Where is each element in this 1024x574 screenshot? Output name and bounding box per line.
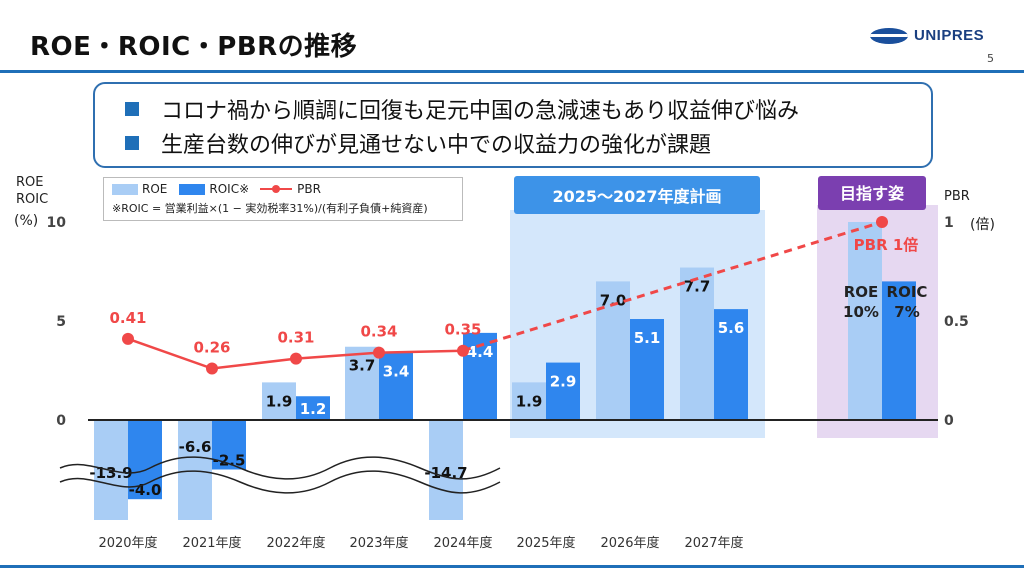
legend-roic-footnote: ※ROIC = 営業利益×(1 − 実効税率31%)/(有利子負債+純資産) xyxy=(112,202,428,215)
left-axis-unit: (%) xyxy=(14,213,38,229)
roic-bar xyxy=(128,420,162,500)
roic-bar-label: 7% xyxy=(894,303,919,321)
company-logo: UNIPRES xyxy=(870,27,984,44)
roe-bar-label: 3.7 xyxy=(349,357,376,375)
roe-bar-label: 7.0 xyxy=(600,291,627,309)
roic-bar-label: 2.9 xyxy=(550,373,577,391)
x-axis-category-label: 2021年度 xyxy=(182,535,241,551)
pbr-point xyxy=(206,362,218,375)
legend-roic-label: ROIC※ xyxy=(209,182,250,196)
bottom-rule xyxy=(0,565,1024,568)
x-axis-category-label: 2023年度 xyxy=(349,535,408,551)
right-axis-tick: 1 xyxy=(944,215,954,231)
plan-region-label: 2025〜2027年度計画 xyxy=(552,187,721,206)
roic-bar xyxy=(714,309,748,420)
roe-bar xyxy=(262,382,296,420)
summary-callout: コロナ禍から順調に回復も足元中国の急減速もあり収益伸び悩み 生産台数の伸びが見通… xyxy=(93,82,933,168)
bullet-square-icon xyxy=(125,136,139,150)
roic-bar xyxy=(212,420,246,470)
pbr-point xyxy=(290,352,302,365)
target-region-label: 目指す姿 xyxy=(840,184,904,203)
roic-bar-label: 5.1 xyxy=(634,329,661,347)
roe-bar-label: 1.9 xyxy=(516,392,543,410)
legend-pbr-label: PBR xyxy=(297,182,321,196)
right-axis-unit: (倍) xyxy=(970,217,995,233)
legend-roe-swatch xyxy=(112,183,138,195)
roic-bar-label: -2.5 xyxy=(213,452,246,470)
page-number: 5 xyxy=(987,52,994,65)
roe-bar-label: 10% xyxy=(843,303,879,321)
roic-bar-label: 4.4 xyxy=(467,343,494,361)
roic-bar xyxy=(882,281,916,420)
roic-bar xyxy=(630,319,664,420)
axis-break-line-upper xyxy=(59,456,501,480)
left-axis-label: ROIC xyxy=(16,192,48,207)
axis-break-line-lower xyxy=(59,470,501,494)
roic-bar-label: ROIC xyxy=(887,283,928,301)
roic-bar-label: 5.6 xyxy=(718,319,745,337)
pbr-point-label: 0.35 xyxy=(444,321,481,339)
chart-legend: ROE ROIC※ PBR ※ROIC = 営業利益×(1 − 実効税率31%)… xyxy=(103,177,463,221)
callout-bullet: 生産台数の伸びが見通せない中での収益力の強化が課題 xyxy=(125,126,931,160)
pbr-point-label: 0.34 xyxy=(360,323,397,341)
x-axis-category-label: 2024年度 xyxy=(433,535,492,551)
pbr-point-label: 0.41 xyxy=(109,309,146,327)
x-axis-category-label: 2026年度 xyxy=(600,535,659,551)
plan-region-header xyxy=(514,176,760,214)
bullet-square-icon xyxy=(125,102,139,116)
right-axis-tick: 0 xyxy=(944,413,954,429)
left-axis-label: ROE xyxy=(16,175,43,190)
roe-bar xyxy=(680,267,714,420)
pbr-point-label: PBR 1倍 xyxy=(854,236,919,254)
target-region-header xyxy=(818,176,926,210)
page-title: ROE・ROIC・PBRの推移 xyxy=(30,32,358,62)
callout-bullet-text: コロナ禍から順調に回復も足元中国の急減速もあり収益伸び悩み xyxy=(161,99,800,124)
left-axis-tick: 10 xyxy=(47,215,67,231)
left-axis-tick: 0 xyxy=(56,413,66,429)
left-axis-tick: 5 xyxy=(56,314,66,330)
roe-bar xyxy=(345,346,379,420)
pbr-point xyxy=(122,332,134,345)
x-axis-category-label: 2020年度 xyxy=(98,535,157,551)
roe-bar-label: -6.6 xyxy=(179,438,212,456)
pbr-point xyxy=(457,344,469,357)
legend-roic-swatch xyxy=(179,183,206,195)
roe-bar-label: ROE xyxy=(844,283,879,301)
pbr-point-label: 0.26 xyxy=(193,339,230,357)
right-axis-tick: 0.5 xyxy=(944,314,969,330)
pbr-point-label: 0.31 xyxy=(277,329,314,347)
pbr-point xyxy=(373,346,385,359)
roe-bar-label: -14.7 xyxy=(424,464,467,482)
roic-bar xyxy=(546,362,580,420)
roe-bar-label: 7.7 xyxy=(684,278,711,296)
right-axis-label: PBR xyxy=(944,189,970,204)
roic-bar xyxy=(296,396,330,420)
roe-bar xyxy=(848,222,882,420)
roe-bar xyxy=(178,420,212,520)
roe-bar xyxy=(512,382,546,420)
legend-pbr-line-icon xyxy=(260,185,293,193)
roic-bar-label: 1.2 xyxy=(300,400,327,418)
callout-bullet: コロナ禍から順調に回復も足元中国の急減速もあり収益伸び悩み xyxy=(125,92,931,126)
callout-bullet-text: 生産台数の伸びが見通せない中での収益力の強化が課題 xyxy=(161,133,712,158)
pbr-point xyxy=(876,216,888,228)
top-rule xyxy=(0,70,1024,73)
roe-bar-label: 1.9 xyxy=(266,392,293,410)
x-axis-category-label: 2022年度 xyxy=(266,535,325,551)
pbr-dashed-line xyxy=(462,220,883,353)
logo-text: UNIPRES xyxy=(914,27,985,44)
legend-roe-label: ROE xyxy=(142,182,168,196)
roic-bar xyxy=(379,352,413,420)
logo-icon xyxy=(870,27,908,44)
x-axis-category-label: 2027年度 xyxy=(684,535,743,551)
x-axis-category-label: 2025年度 xyxy=(516,535,575,551)
roe-bar xyxy=(429,420,463,520)
roic-bar-label: 3.4 xyxy=(383,363,410,381)
